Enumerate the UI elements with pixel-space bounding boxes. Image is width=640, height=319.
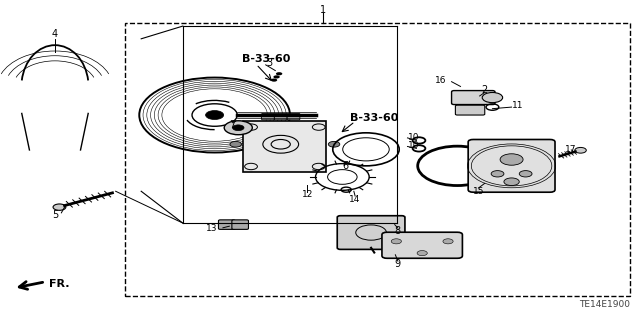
- FancyBboxPatch shape: [275, 114, 287, 120]
- Circle shape: [271, 78, 277, 82]
- Text: 2: 2: [481, 85, 487, 95]
- Text: 12: 12: [301, 190, 313, 199]
- Text: B-33-60: B-33-60: [350, 113, 399, 123]
- FancyBboxPatch shape: [232, 220, 248, 229]
- Circle shape: [273, 75, 280, 78]
- Circle shape: [417, 251, 428, 256]
- Circle shape: [482, 93, 502, 103]
- FancyBboxPatch shape: [262, 114, 275, 120]
- FancyBboxPatch shape: [337, 216, 405, 249]
- Circle shape: [232, 125, 244, 130]
- Circle shape: [53, 204, 66, 210]
- Circle shape: [443, 239, 453, 244]
- Text: 7: 7: [229, 120, 236, 130]
- Circle shape: [575, 147, 586, 153]
- FancyBboxPatch shape: [382, 232, 463, 258]
- Text: B-33-60: B-33-60: [241, 55, 290, 64]
- Text: 3: 3: [266, 58, 272, 68]
- Text: 1: 1: [320, 5, 326, 15]
- FancyBboxPatch shape: [456, 105, 484, 115]
- Text: 5: 5: [52, 210, 58, 220]
- Text: 15: 15: [472, 187, 484, 196]
- Text: 14: 14: [349, 195, 361, 204]
- Text: FR.: FR.: [49, 279, 70, 289]
- FancyBboxPatch shape: [218, 220, 235, 229]
- Text: 8: 8: [395, 226, 401, 236]
- Text: 11: 11: [511, 101, 523, 110]
- Circle shape: [519, 171, 532, 177]
- Text: 10: 10: [408, 133, 419, 142]
- Text: 13: 13: [206, 224, 218, 233]
- Text: 10: 10: [408, 141, 419, 150]
- Circle shape: [224, 121, 252, 135]
- FancyBboxPatch shape: [287, 114, 300, 120]
- Text: 6: 6: [342, 161, 348, 172]
- Polygon shape: [243, 122, 326, 172]
- Circle shape: [391, 239, 401, 244]
- FancyBboxPatch shape: [452, 91, 495, 105]
- Circle shape: [230, 141, 241, 147]
- Circle shape: [328, 141, 340, 147]
- Text: TE14E1900: TE14E1900: [579, 300, 630, 309]
- Circle shape: [276, 72, 282, 75]
- Text: 17: 17: [564, 145, 576, 154]
- Circle shape: [205, 111, 223, 120]
- Circle shape: [491, 171, 504, 177]
- Bar: [125, 23, 630, 296]
- Circle shape: [500, 154, 523, 165]
- Text: 16: 16: [435, 76, 447, 85]
- Text: 4: 4: [52, 29, 58, 39]
- Circle shape: [504, 178, 519, 186]
- Text: 9: 9: [395, 259, 401, 269]
- FancyBboxPatch shape: [468, 139, 555, 192]
